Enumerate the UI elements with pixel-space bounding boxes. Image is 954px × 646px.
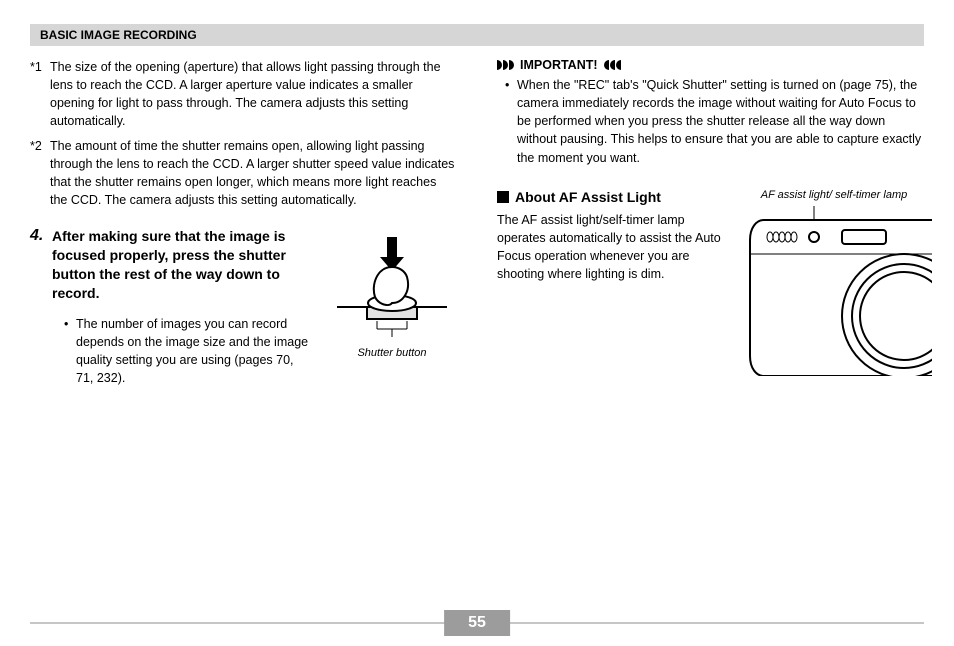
- af-assist-section: About AF Assist Light The AF assist ligh…: [497, 189, 924, 376]
- step-4: 4. After making sure that the image is f…: [30, 227, 457, 387]
- square-bullet-icon: [497, 191, 509, 203]
- step-heading: After making sure that the image is focu…: [52, 227, 309, 303]
- af-heading-text: About AF Assist Light: [515, 189, 661, 205]
- camera-illustration: [744, 206, 934, 376]
- page-footer: 55: [30, 622, 924, 624]
- footnote-text: The size of the opening (aperture) that …: [50, 58, 457, 131]
- footnote-mark: *2: [30, 137, 50, 210]
- af-heading: About AF Assist Light: [497, 189, 728, 205]
- footnote-text: The amount of time the shutter remains o…: [50, 137, 457, 210]
- footnote-mark: *1: [30, 58, 50, 131]
- camera-figure: AF assist light/ self-timer lamp: [744, 189, 924, 376]
- left-column: *1 The size of the opening (aperture) th…: [30, 58, 457, 387]
- content-columns: *1 The size of the opening (aperture) th…: [30, 58, 924, 387]
- section-header: BASIC IMAGE RECORDING: [30, 24, 924, 46]
- important-heading: IMPORTANT!: [497, 58, 924, 72]
- figure-caption: Shutter button: [327, 347, 457, 359]
- bullet-icon-left: [604, 60, 621, 70]
- footnote-1: *1 The size of the opening (aperture) th…: [30, 58, 457, 131]
- important-bullet: When the "REC" tab's "Quick Shutter" set…: [505, 76, 924, 167]
- step-number: 4.: [30, 227, 52, 303]
- page-number: 55: [444, 610, 510, 636]
- shutter-button-illustration: [337, 233, 447, 343]
- af-body-text: The AF assist light/self-timer lamp oper…: [497, 211, 728, 284]
- important-label: IMPORTANT!: [520, 58, 598, 72]
- af-figure-label: AF assist light/ self-timer lamp: [744, 189, 924, 202]
- shutter-button-figure: Shutter button: [327, 227, 457, 387]
- step-bullet: The number of images you can record depe…: [64, 315, 309, 388]
- bullet-icon-right: [497, 60, 514, 70]
- step-text: 4. After making sure that the image is f…: [30, 227, 309, 387]
- footnote-2: *2 The amount of time the shutter remain…: [30, 137, 457, 210]
- right-column: IMPORTANT! When the "REC" tab's "Quick S…: [497, 58, 924, 387]
